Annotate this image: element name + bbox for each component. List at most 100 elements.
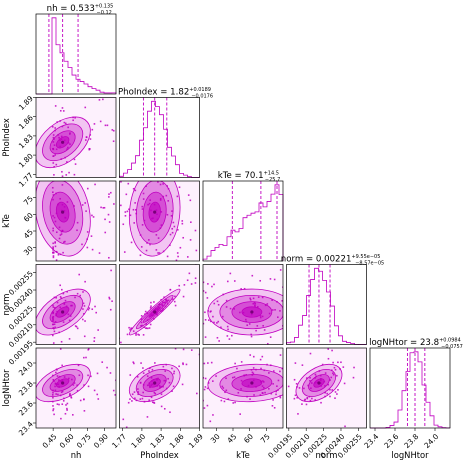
scatter-point: [62, 321, 65, 323]
scatter-point: [261, 355, 264, 358]
scatter-point: [193, 134, 195, 136]
scatter-point: [63, 241, 65, 244]
scatter-point: [129, 374, 132, 376]
scatter-point: [185, 363, 188, 366]
panel-kTe-vs-PhoIndex: [119, 180, 200, 262]
scatter-point: [133, 391, 136, 393]
x-tick-label: 24.0: [422, 432, 440, 450]
scatter-point: [55, 231, 58, 234]
scatter-point: [66, 407, 68, 410]
panel-frame: [369, 347, 451, 429]
x-axis-label-nh: nh: [71, 450, 82, 460]
scatter-point: [148, 239, 150, 241]
scatter-point: [296, 396, 298, 399]
scatter-point: [61, 288, 63, 291]
scatter-point: [106, 366, 108, 369]
x-tick-label: 23.4: [362, 432, 380, 450]
scatter-point: [209, 320, 212, 323]
scatter-point: [52, 229, 54, 232]
scatter-point: [84, 106, 87, 109]
scatter-point: [71, 378, 73, 381]
scatter-point: [203, 322, 205, 325]
scatter-point: [162, 385, 164, 388]
scatter-point: [141, 224, 144, 226]
y-tick-label: 60: [22, 211, 35, 224]
scatter-point: [183, 284, 186, 286]
scatter-point: [275, 393, 277, 396]
panel-logNHtor-vs-PhoIndex: [119, 347, 200, 429]
scatter-point: [175, 259, 178, 261]
scatter-point: [83, 410, 86, 412]
scatter-point: [67, 146, 69, 149]
scatter-point: [116, 305, 118, 307]
scatter-point: [273, 406, 276, 409]
scatter-point: [158, 385, 161, 387]
scatter-point: [106, 124, 109, 127]
scatter-point: [54, 385, 56, 388]
peak-point: [153, 210, 157, 214]
scatter-point: [109, 191, 112, 194]
scatter-point: [76, 384, 78, 387]
scatter-point: [225, 377, 227, 380]
scatter-point: [72, 119, 74, 122]
y-tick-label: 23.6: [17, 399, 35, 417]
scatter-point: [148, 202, 151, 205]
scatter-point: [167, 299, 170, 302]
scatter-point: [115, 379, 116, 382]
scatter-point: [148, 367, 151, 370]
scatter-point: [53, 144, 56, 146]
scatter-point: [56, 310, 58, 313]
scatter-point: [277, 316, 279, 319]
scatter-point: [215, 375, 217, 377]
scatter-point: [60, 340, 63, 343]
scatter-point: [146, 319, 149, 321]
scatter-point: [120, 341, 122, 344]
panel-norm-vs-nh: [35, 264, 118, 345]
scatter-point: [160, 393, 163, 395]
scatter-point: [129, 328, 131, 331]
scatter-point: [74, 163, 77, 165]
scatter-point: [137, 333, 139, 336]
scatter-point: [208, 319, 210, 321]
scatter-point: [182, 363, 184, 366]
scatter-point: [165, 194, 168, 197]
title-norm: norm = 0.00221+9.55e−05 −8.57e−05: [281, 254, 384, 267]
scatter-point: [240, 288, 242, 290]
scatter-point: [234, 362, 236, 365]
scatter-point: [176, 252, 179, 254]
scatter-point: [270, 392, 273, 395]
scatter-point: [140, 325, 142, 327]
scatter-point: [277, 379, 280, 382]
scatter-point: [52, 311, 55, 314]
scatter-point: [161, 304, 163, 306]
scatter-point: [131, 400, 133, 402]
scatter-point: [344, 425, 346, 428]
scatter-point: [326, 392, 328, 395]
scatter-point: [64, 122, 67, 125]
scatter-point: [52, 227, 54, 230]
scatter-point: [52, 198, 54, 201]
scatter-point: [137, 391, 139, 393]
scatter-point: [229, 307, 232, 310]
scatter-point: [66, 402, 69, 405]
scatter-point: [166, 213, 169, 216]
scatter-point: [108, 193, 110, 195]
scatter-point: [231, 376, 234, 379]
scatter-point: [146, 124, 148, 126]
scatter-point: [255, 329, 257, 332]
scatter-point: [218, 340, 220, 342]
scatter-point: [110, 269, 112, 272]
scatter-point: [155, 249, 158, 251]
scatter-point: [66, 148, 68, 151]
scatter-point: [91, 214, 93, 217]
scatter-point: [157, 181, 159, 183]
scatter-point: [204, 311, 206, 314]
scatter-point: [89, 138, 92, 140]
scatter-point: [157, 252, 159, 254]
scatter-point: [94, 183, 96, 186]
scatter-point: [162, 365, 165, 368]
peak-point: [153, 310, 157, 314]
scatter-point: [310, 387, 312, 390]
scatter-point: [272, 309, 274, 311]
